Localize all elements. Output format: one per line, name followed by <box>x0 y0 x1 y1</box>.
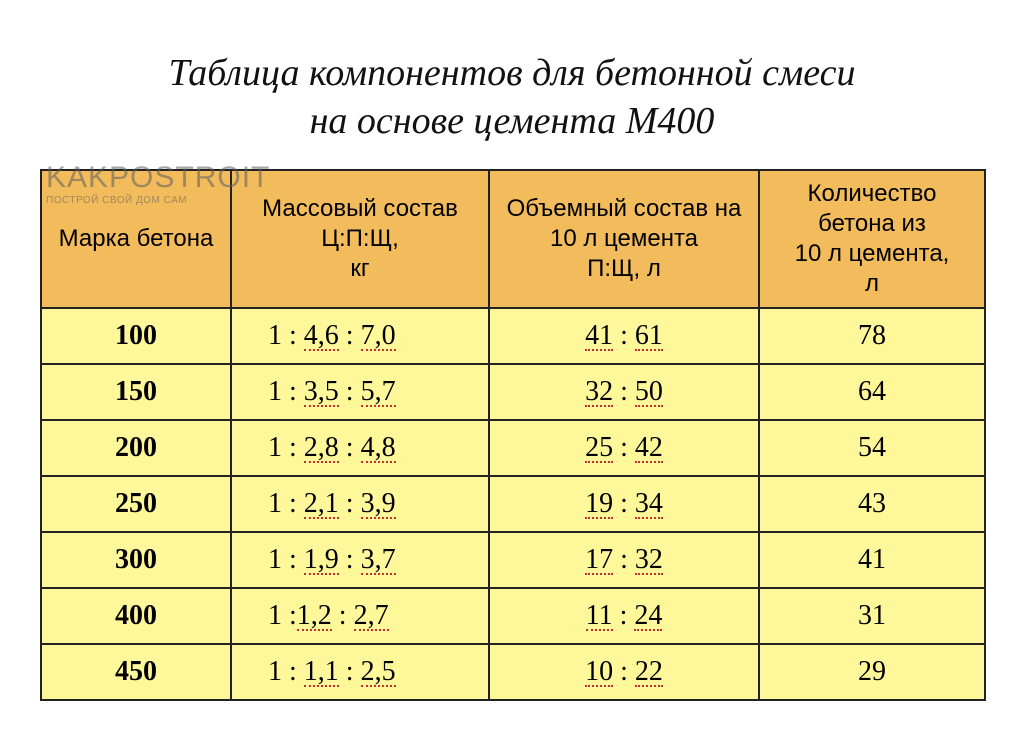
mass-value-sand: 3,5 <box>304 376 339 408</box>
concrete-mix-table: Марка бетона Массовый состав Ц:П:Щ, кг О… <box>40 169 986 701</box>
title-line-1: Таблица компонентов для бетонной смеси <box>168 52 855 94</box>
grade-cell: 100 <box>41 308 231 364</box>
table-row: 4501 : 1,1 : 2,510 : 2229 <box>41 644 985 700</box>
mass-value-sand: 4,6 <box>304 320 339 352</box>
table-body: 1001 : 4,6 : 7,041 : 61781501 : 3,5 : 5,… <box>41 308 985 700</box>
volume-value-sand: 41 <box>585 320 613 352</box>
volume-value-sand: 10 <box>585 656 613 688</box>
mass-value-gravel: 7,0 <box>361 320 396 352</box>
table-container: KAKPOSTROIT ПОСТРОЙ СВОЙ ДОМ САМ Марка б… <box>40 169 984 701</box>
mass-value-gravel: 2,5 <box>361 656 396 688</box>
mass-ratio-cell: 1 : 2,1 : 3,9 <box>231 476 489 532</box>
volume-value-sand: 25 <box>585 432 613 464</box>
volume-value-gravel: 61 <box>635 320 663 352</box>
col-header-mass-l2: Ц:П:Щ, <box>321 225 399 252</box>
volume-ratio-cell: 11 : 24 <box>489 588 759 644</box>
volume-ratio-cell: 25 : 42 <box>489 420 759 476</box>
yield-cell: 54 <box>759 420 985 476</box>
mass-value-gravel: 5,7 <box>361 376 396 408</box>
volume-value-gravel: 22 <box>635 656 663 688</box>
mass-value-gravel: 2,7 <box>354 600 389 632</box>
grade-cell: 200 <box>41 420 231 476</box>
yield-cell: 41 <box>759 532 985 588</box>
volume-value-sand: 32 <box>585 376 613 408</box>
col-header-vol-l1: Объемный состав на <box>507 195 742 222</box>
col-header-yield-l2: 10 л цемента, <box>795 240 950 267</box>
mass-value-gravel: 4,8 <box>361 432 396 464</box>
volume-ratio-cell: 41 : 61 <box>489 308 759 364</box>
table-row: 4001 :1,2 : 2,711 : 2431 <box>41 588 985 644</box>
col-header-volume: Объемный состав на 10 л цемента П:Щ, л <box>489 170 759 308</box>
volume-value-gravel: 42 <box>635 432 663 464</box>
mass-ratio-cell: 1 : 4,6 : 7,0 <box>231 308 489 364</box>
volume-value-gravel: 50 <box>635 376 663 408</box>
mass-ratio-cell: 1 : 1,9 : 3,7 <box>231 532 489 588</box>
yield-cell: 43 <box>759 476 985 532</box>
col-header-yield: Количество бетона из 10 л цемента, л <box>759 170 985 308</box>
title-line-2: на основе цемента М400 <box>310 100 715 142</box>
col-header-vol-l2: 10 л цемента <box>550 225 698 252</box>
mass-ratio-cell: 1 :1,2 : 2,7 <box>231 588 489 644</box>
volume-value-gravel: 24 <box>634 600 662 632</box>
col-header-mass-l3: кг <box>350 255 369 282</box>
mass-ratio-cell: 1 : 2,8 : 4,8 <box>231 420 489 476</box>
mass-value-sand: 1,1 <box>304 656 339 688</box>
col-header-grade: Марка бетона <box>41 170 231 308</box>
page-title: Таблица компонентов для бетонной смеси н… <box>40 50 984 145</box>
volume-ratio-cell: 17 : 32 <box>489 532 759 588</box>
volume-value-sand: 19 <box>585 488 613 520</box>
grade-cell: 300 <box>41 532 231 588</box>
volume-value-gravel: 32 <box>635 544 663 576</box>
table-row: 1001 : 4,6 : 7,041 : 6178 <box>41 308 985 364</box>
volume-ratio-cell: 19 : 34 <box>489 476 759 532</box>
grade-cell: 250 <box>41 476 231 532</box>
volume-ratio-cell: 10 : 22 <box>489 644 759 700</box>
col-header-mass: Массовый состав Ц:П:Щ, кг <box>231 170 489 308</box>
table-header-row: Марка бетона Массовый состав Ц:П:Щ, кг О… <box>41 170 985 308</box>
table-row: 2501 : 2,1 : 3,919 : 3443 <box>41 476 985 532</box>
mass-value-sand: 2,1 <box>304 488 339 520</box>
grade-cell: 400 <box>41 588 231 644</box>
volume-value-sand: 17 <box>585 544 613 576</box>
mass-value-gravel: 3,7 <box>361 544 396 576</box>
col-header-yield-l3: л <box>865 270 879 297</box>
yield-cell: 29 <box>759 644 985 700</box>
mass-ratio-cell: 1 : 3,5 : 5,7 <box>231 364 489 420</box>
mass-value-sand: 1,9 <box>304 544 339 576</box>
col-header-grade-text: Марка бетона <box>59 225 214 252</box>
volume-value-sand: 11 <box>586 600 613 632</box>
grade-cell: 450 <box>41 644 231 700</box>
table-row: 3001 : 1,9 : 3,717 : 3241 <box>41 532 985 588</box>
yield-cell: 78 <box>759 308 985 364</box>
yield-cell: 31 <box>759 588 985 644</box>
col-header-yield-l1: Количество бетона из <box>808 180 937 237</box>
volume-ratio-cell: 32 : 50 <box>489 364 759 420</box>
col-header-mass-l1: Массовый состав <box>262 195 458 222</box>
grade-cell: 150 <box>41 364 231 420</box>
mass-value-sand: 2,8 <box>304 432 339 464</box>
table-row: 1501 : 3,5 : 5,732 : 5064 <box>41 364 985 420</box>
mass-ratio-cell: 1 : 1,1 : 2,5 <box>231 644 489 700</box>
mass-value-sand: 1,2 <box>297 600 332 632</box>
mass-value-gravel: 3,9 <box>361 488 396 520</box>
col-header-vol-l3: П:Щ, л <box>587 255 661 282</box>
table-row: 2001 : 2,8 : 4,825 : 4254 <box>41 420 985 476</box>
volume-value-gravel: 34 <box>635 488 663 520</box>
page: Таблица компонентов для бетонной смеси н… <box>0 0 1024 731</box>
yield-cell: 64 <box>759 364 985 420</box>
